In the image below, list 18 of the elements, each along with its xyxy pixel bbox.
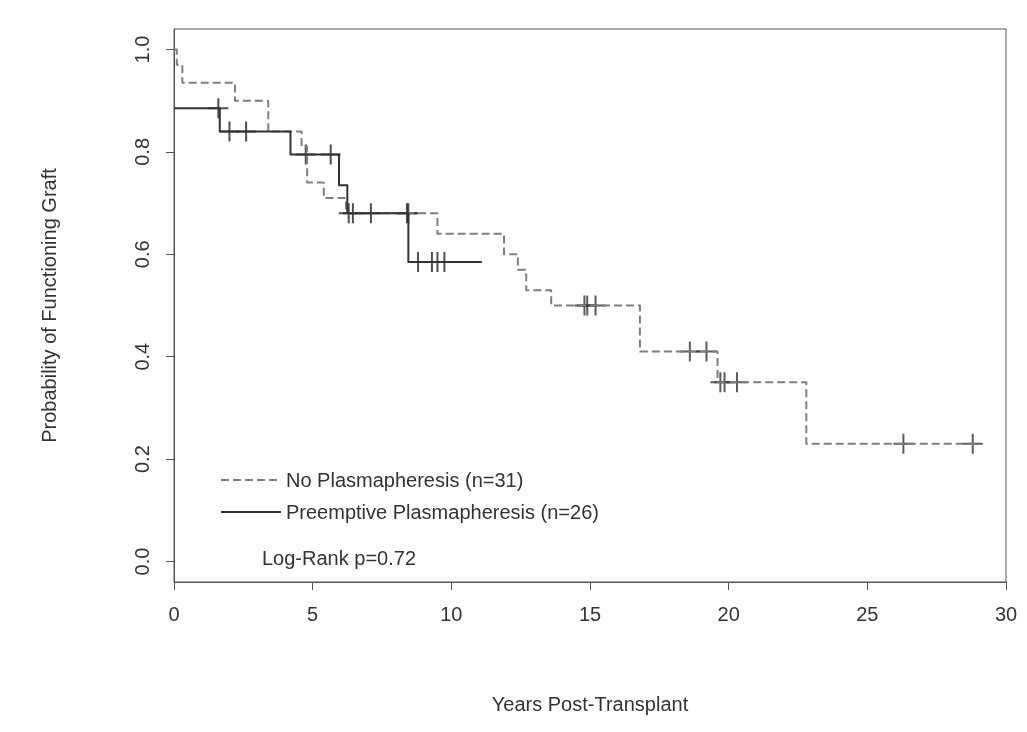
annotation: Log-Rank p=0.72: [262, 547, 417, 569]
x-tick-label: 25: [856, 603, 879, 625]
y-tick-label: 0.4: [131, 342, 153, 371]
y-tick-label: 0.2: [131, 445, 153, 474]
legend-label: Preemptive Plasmapheresis (n=26): [286, 501, 599, 523]
y-tick-label: 0.0: [131, 547, 153, 576]
y-tick-label: 0.8: [131, 137, 153, 166]
x-tick-label: 0: [168, 603, 180, 625]
x-tick-label: 5: [307, 603, 319, 625]
x-axis-title: Years Post-Transplant: [491, 693, 689, 715]
y-tick-label: 1.0: [131, 35, 153, 64]
x-tick-label: 20: [717, 603, 740, 625]
y-axis-title: Probability of Functioning Graft: [38, 167, 60, 443]
legend-label: No Plasmapheresis (n=31): [286, 469, 524, 491]
x-tick-label: 15: [578, 603, 602, 625]
y-tick-label: 0.6: [131, 240, 153, 269]
x-tick-label: 30: [994, 603, 1018, 625]
x-tick-label: 10: [440, 603, 463, 625]
